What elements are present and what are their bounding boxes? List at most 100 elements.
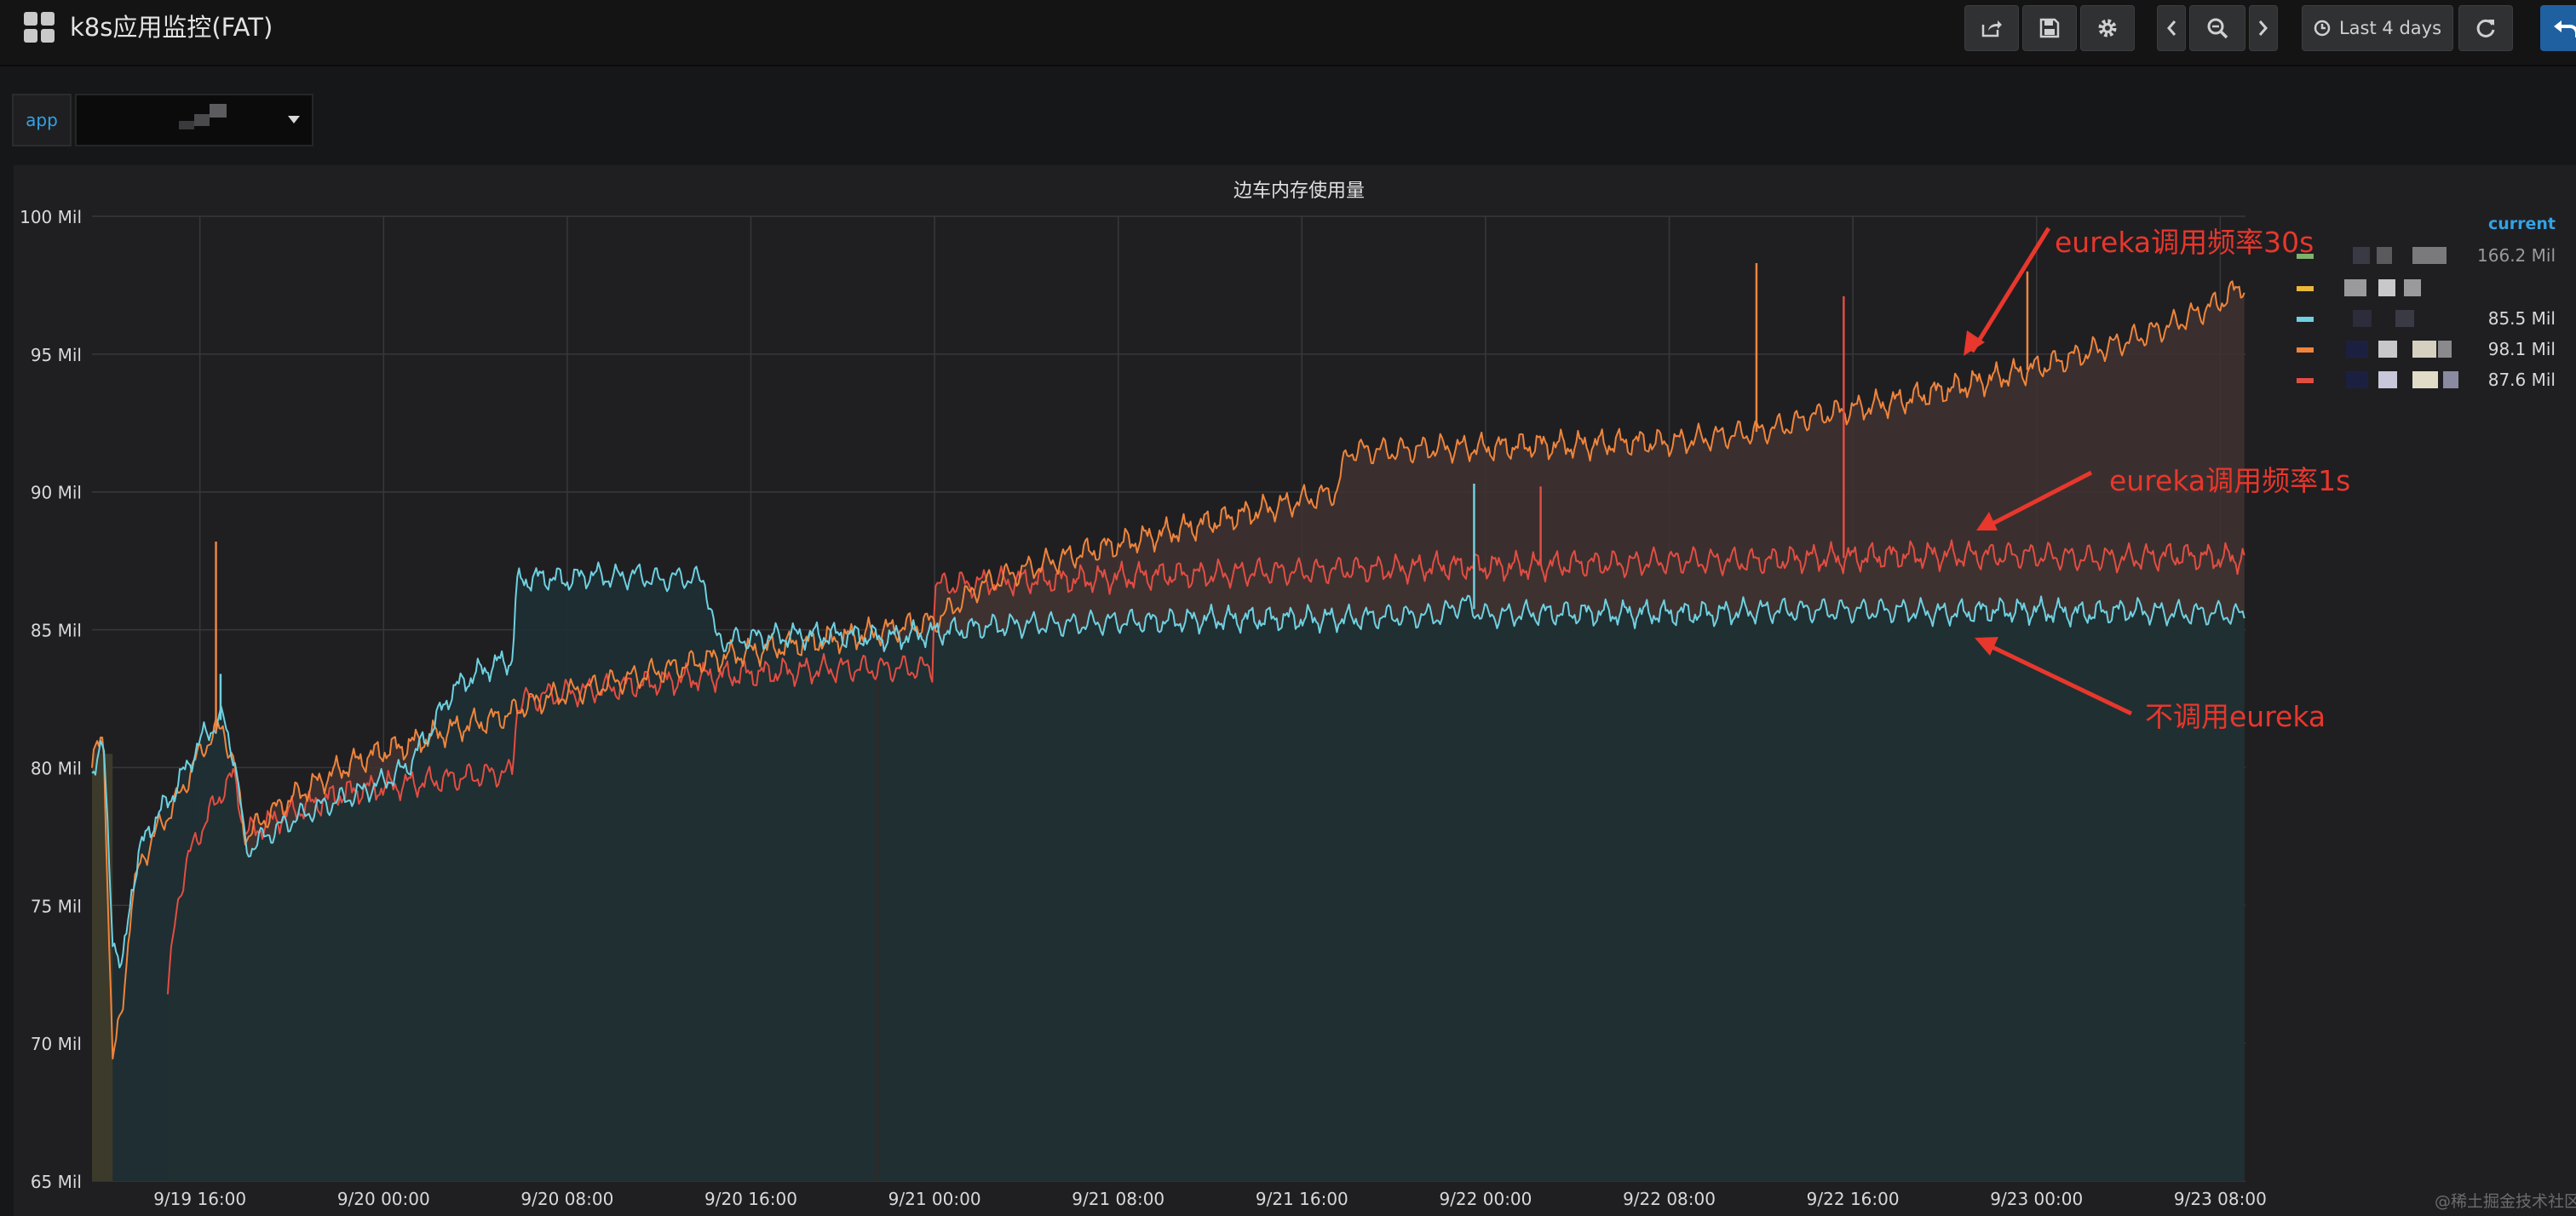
redacted-block — [2378, 279, 2395, 296]
dashboard-grid-icon[interactable] — [24, 12, 56, 44]
x-tick-label: 9/19 16:00 — [153, 1189, 246, 1209]
legend-item[interactable] — [2297, 274, 2556, 303]
redacted-block — [2443, 371, 2458, 388]
y-tick-label: 65 Mil — [31, 1172, 82, 1192]
x-axis-tick-labels: 9/19 16:00 9/20 00:00 9/20 08:00 9/20 16:00… — [153, 1189, 2267, 1209]
series-fill-3 — [92, 562, 2245, 1181]
y-tick-label: 80 Mil — [31, 758, 82, 778]
x-tick-label: 9/22 00:00 — [1439, 1189, 1532, 1209]
gear-icon — [2098, 19, 2117, 37]
redacted-block — [2353, 247, 2370, 264]
x-tick-label: 9/21 00:00 — [888, 1189, 981, 1209]
x-tick-label: 9/20 16:00 — [704, 1189, 797, 1209]
redacted-value — [179, 121, 194, 129]
time-range-label: Last 4 days — [2338, 18, 2442, 38]
redacted-block — [2412, 247, 2447, 264]
legend-item[interactable]: 98.1 Mil — [2297, 336, 2556, 364]
redacted-block — [2378, 341, 2397, 358]
y-tick-label: 70 Mil — [31, 1034, 82, 1054]
legend-item[interactable]: 85.5 Mil — [2297, 305, 2556, 334]
legend-current-value: 87.6 Mil — [2487, 370, 2556, 390]
share-button[interactable] — [1964, 5, 2019, 51]
legend-current-value: 166.2 Mil — [2477, 245, 2556, 266]
legend-series-name-redacted[interactable] — [2327, 341, 2452, 359]
settings-button[interactable] — [2080, 5, 2135, 51]
x-tick-label: 9/20 08:00 — [520, 1189, 613, 1209]
annotation-arrow-none — [1987, 643, 2133, 716]
annotation-arrowhead-1s — [1976, 512, 1998, 531]
x-tick-label: 9/22 08:00 — [1623, 1189, 1716, 1209]
redacted-block — [2353, 310, 2372, 327]
y-tick-label: 100 Mil — [20, 207, 82, 227]
annotation-eureka-1s: eureka调用频率1s — [2109, 464, 2351, 497]
save-icon — [2039, 18, 2060, 38]
legend-current-value: 98.1 Mil — [2487, 339, 2556, 359]
redacted-value — [210, 104, 227, 118]
redacted-block — [2378, 371, 2397, 388]
legend-color-swatch[interactable] — [2297, 286, 2314, 291]
legend-color-swatch[interactable] — [2297, 254, 2314, 259]
undo-icon — [2554, 20, 2576, 37]
chevron-left-icon — [2167, 20, 2176, 36]
legend-series-name-redacted[interactable] — [2327, 279, 2447, 298]
save-button[interactable] — [2022, 5, 2077, 51]
legend-color-swatch[interactable] — [2297, 317, 2314, 322]
x-tick-label: 9/23 08:00 — [2174, 1189, 2267, 1209]
x-tick-label: 9/21 08:00 — [1072, 1189, 1164, 1209]
x-tick-label: 9/20 00:00 — [337, 1189, 430, 1209]
legend-item[interactable]: 87.6 Mil — [2297, 366, 2556, 395]
y-tick-label: 90 Mil — [31, 483, 82, 503]
y-tick-label: 75 Mil — [31, 896, 82, 916]
series-line-5 — [166, 539, 2245, 995]
chevron-right-icon — [2258, 20, 2268, 36]
legend-series-name-redacted[interactable] — [2327, 371, 2458, 390]
time-shift-forward-button[interactable] — [2249, 5, 2278, 51]
back-to-dashboard-button[interactable] — [2540, 5, 2576, 51]
legend-current-value: 85.5 Mil — [2487, 308, 2556, 329]
legend-series-name-redacted[interactable] — [2327, 247, 2447, 266]
legend-color-swatch[interactable] — [2297, 378, 2314, 383]
redacted-block — [2412, 371, 2438, 388]
variable-label: app — [12, 94, 72, 146]
panel-title[interactable]: 边车内存使用量 — [1233, 181, 1365, 202]
y-tick-label: 85 Mil — [31, 621, 82, 641]
redacted-block — [2346, 371, 2368, 388]
x-tick-label: 9/21 16:00 — [1256, 1189, 1348, 1209]
annotation-arrowhead-30s — [1964, 330, 1985, 356]
app-variable-select[interactable] — [75, 94, 313, 146]
dashboard-title[interactable]: k8s应用监控(FAT) — [70, 13, 273, 42]
x-tick-label: 9/23 00:00 — [1990, 1189, 2083, 1209]
annotation-no-eureka: 不调用eureka — [2145, 700, 2326, 733]
redacted-block — [2346, 341, 2368, 358]
top-navbar: k8s应用监控(FAT) Last 4 days — [0, 0, 2576, 66]
time-shift-back-button[interactable] — [2157, 5, 2186, 51]
annotation-arrow-30s — [1969, 227, 2051, 353]
template-variable-app: app — [12, 94, 313, 146]
watermark: @稀土掘金技术社区 — [2435, 1192, 2576, 1211]
annotation-arrowhead-none — [1975, 637, 1998, 656]
legend-series-name-redacted[interactable] — [2327, 310, 2447, 329]
y-axis-tick-labels: 65 Mil 70 Mil 75 Mil 80 Mil 85 Mil 90 Mil 95 M… — [20, 207, 82, 1192]
redacted-block — [2412, 341, 2436, 358]
redacted-value — [194, 114, 210, 126]
refresh-button[interactable] — [2458, 5, 2513, 51]
series-line-4 — [91, 280, 2245, 1060]
redacted-block — [2438, 341, 2452, 358]
time-range-picker[interactable]: Last 4 days — [2302, 5, 2453, 51]
annotation-arrow-1s — [1987, 470, 2093, 528]
chevron-down-icon — [288, 116, 300, 123]
series-fills — [92, 281, 2245, 1181]
y-tick-label: 95 Mil — [31, 345, 82, 365]
series-line-3 — [91, 561, 2245, 969]
redacted-block — [2404, 279, 2421, 296]
redacted-block — [2377, 247, 2392, 264]
legend-current-header[interactable]: current — [2487, 215, 2556, 233]
zoom-out-button[interactable] — [2189, 5, 2245, 51]
zoom-out-icon — [2207, 18, 2228, 39]
refresh-icon — [2476, 19, 2495, 37]
legend-color-swatch[interactable] — [2297, 347, 2314, 353]
annotation-arrows — [1964, 227, 2133, 716]
legend-item[interactable]: 166.2 Mil — [2297, 242, 2556, 271]
share-icon — [1981, 20, 2002, 37]
